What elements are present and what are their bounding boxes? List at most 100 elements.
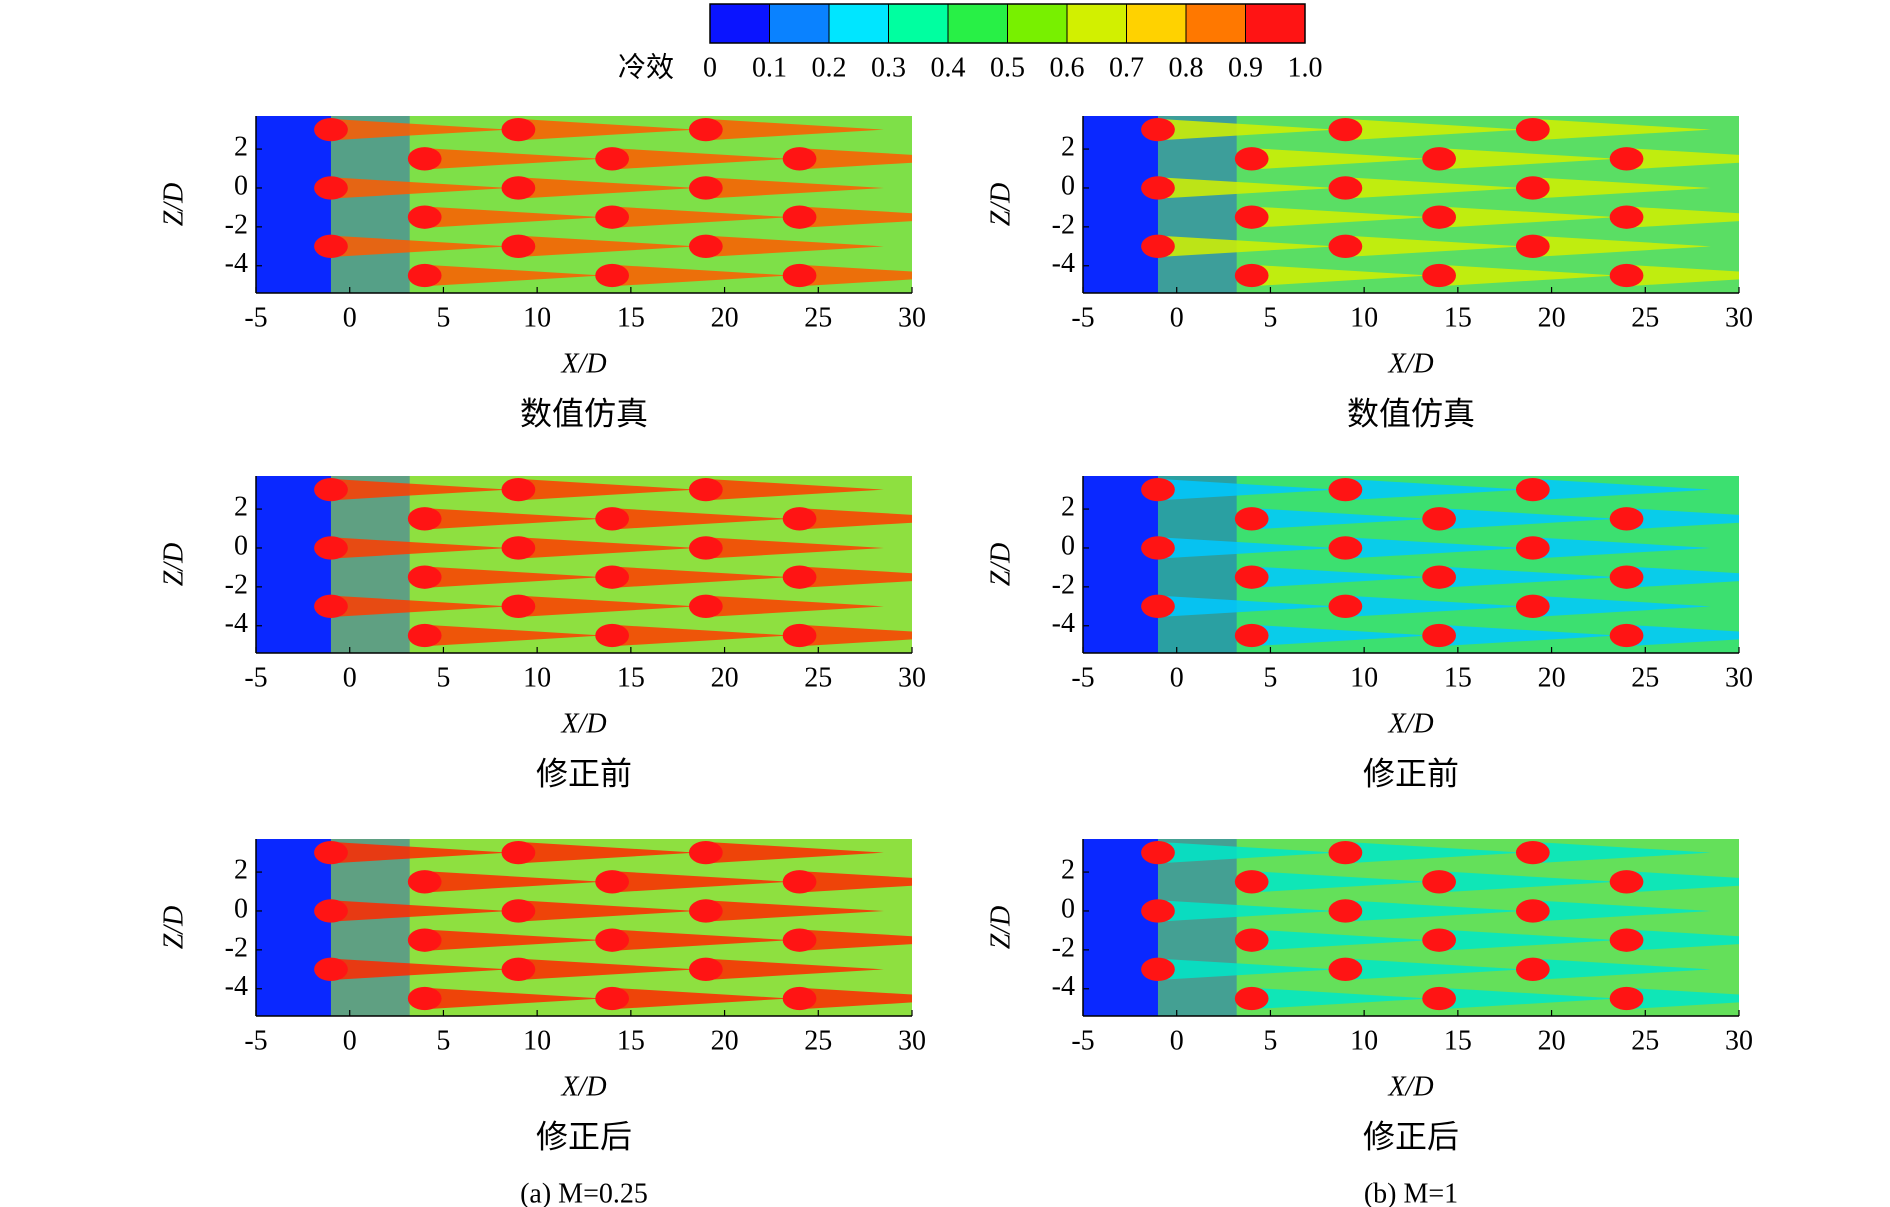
cold-fade (1157, 476, 1237, 653)
film-tail (799, 264, 912, 287)
cooling-hole (407, 205, 442, 229)
film-tail (612, 871, 791, 893)
x-tick-label: 25 (804, 302, 832, 333)
cooling-hole (1609, 870, 1644, 894)
film-tail (424, 264, 603, 287)
film-tail (1626, 871, 1739, 893)
y-tick-label: 2 (1061, 854, 1075, 885)
film-tail (424, 566, 603, 588)
cooling-hole (595, 928, 629, 952)
y-tick-label: 2 (234, 854, 248, 885)
x-tick-label: 25 (1631, 302, 1659, 333)
cooling-hole (595, 986, 629, 1011)
film-tail (1626, 987, 1739, 1010)
film-tail (330, 958, 510, 981)
y-axis-label: Z/D (985, 906, 1016, 950)
cooling-hole (1609, 565, 1644, 589)
field (256, 839, 912, 1016)
colorbar-segment (888, 4, 949, 43)
cooling-hole (501, 899, 536, 923)
cooling-hole (1141, 477, 1175, 502)
film-tail (1157, 537, 1337, 559)
y-tick-label: 0 (234, 170, 248, 201)
cooling-hole (1609, 507, 1644, 531)
y-axis-label: Z/D (985, 543, 1016, 587)
cooling-hole (782, 263, 817, 288)
cooling-hole (407, 263, 442, 288)
film-tail (1157, 478, 1337, 501)
film-tail (1439, 929, 1618, 951)
cooling-hole (782, 870, 817, 894)
x-tick-label: -5 (244, 1025, 267, 1056)
film-tail (1532, 478, 1711, 501)
cooling-hole (314, 536, 348, 560)
x-tick-label: 15 (617, 302, 645, 333)
film-tail (1626, 566, 1739, 588)
cold-region (1083, 839, 1158, 1016)
film-tail (1626, 206, 1739, 228)
cooling-hole (314, 176, 348, 200)
film-tail (1439, 871, 1618, 893)
film-tail (1157, 958, 1337, 981)
cooling-hole (314, 899, 348, 923)
y-tick-label: 0 (234, 893, 248, 924)
cooling-hole (782, 565, 817, 589)
film-tail (330, 900, 510, 922)
cooling-hole (1609, 986, 1644, 1011)
film-tail (1345, 537, 1524, 559)
film-tail (1345, 958, 1524, 981)
film-tail (1439, 508, 1618, 530)
cooling-hole (688, 594, 723, 618)
panel-title: 修正前 (1363, 755, 1459, 791)
film-tail (1439, 148, 1618, 170)
cooling-hole (314, 117, 348, 142)
cooling-hole (1609, 263, 1644, 288)
x-tick-label: 5 (436, 302, 450, 333)
cooling-hole (407, 928, 442, 952)
x-tick-label: 0 (343, 302, 357, 333)
plot-area (1083, 839, 1739, 1016)
film-tail (1345, 900, 1524, 922)
cooling-hole (595, 565, 629, 589)
film-tail (1251, 987, 1430, 1010)
cooling-hole (1141, 176, 1175, 200)
film-tail (1439, 987, 1618, 1010)
plot-area (1083, 116, 1739, 293)
x-axis-label: X/D (1387, 708, 1433, 739)
colorbar-tick-label: 0.3 (871, 52, 906, 83)
x-tick-label: 25 (804, 1025, 832, 1056)
colorbar-tick-label: 0.4 (931, 52, 966, 83)
film-tail (1532, 841, 1711, 864)
cooling-hole (407, 986, 442, 1011)
y-tick-label: -2 (225, 932, 248, 963)
x-tick-label: 30 (898, 662, 926, 693)
film-tail (612, 929, 791, 951)
cooling-hole (407, 870, 442, 894)
film-tail (612, 264, 791, 287)
plot-area (256, 116, 912, 293)
colorbar-segment (948, 4, 1008, 43)
caption: (a) M=0.25 (520, 1178, 648, 1207)
x-tick-label: 5 (1263, 1025, 1277, 1056)
cooling-hole (1234, 986, 1269, 1011)
y-tick-label: -2 (1052, 569, 1075, 600)
x-tick-label: 30 (898, 1025, 926, 1056)
colorbar-segment (1186, 4, 1246, 43)
colorbar-tick-label: 0.1 (752, 52, 787, 83)
field (1083, 839, 1739, 1016)
cooling-hole (407, 147, 442, 171)
cooling-hole (595, 507, 629, 531)
film-tail (424, 624, 603, 647)
panel-title: 修正后 (536, 1118, 632, 1154)
panel-title: 修正后 (1363, 1118, 1459, 1154)
film-tail (705, 900, 884, 922)
x-tick-label: 30 (1725, 1025, 1753, 1056)
y-tick-label: 2 (234, 131, 248, 162)
cooling-hole (1515, 234, 1550, 258)
film-tail (1157, 841, 1337, 864)
x-tick-label: -5 (1071, 1025, 1094, 1056)
y-tick-label: -2 (225, 209, 248, 240)
cooling-hole (1422, 565, 1456, 589)
film-tail (330, 177, 510, 199)
cooling-hole (1141, 840, 1175, 865)
